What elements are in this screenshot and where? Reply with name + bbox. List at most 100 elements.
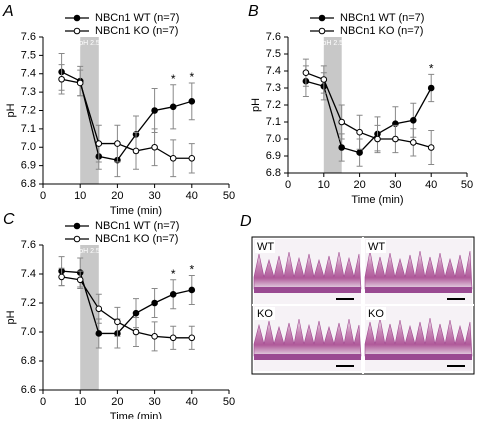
data-point	[320, 76, 328, 83]
data-point	[188, 334, 196, 342]
y-axis-label: pH	[250, 98, 262, 112]
y-tick-label: 7.6	[266, 31, 281, 43]
x-axis-label: Time (min)	[351, 194, 403, 206]
data-point	[356, 149, 363, 156]
data-point	[427, 84, 435, 92]
x-tick-label: 0	[285, 179, 291, 191]
x-tick-label: 40	[186, 190, 198, 202]
x-tick-label: 10	[74, 190, 86, 202]
data-point	[338, 118, 346, 126]
x-tick-label: 0	[40, 190, 46, 202]
acid-period	[323, 37, 342, 173]
data-point	[410, 117, 417, 124]
data-point	[151, 107, 158, 114]
data-point	[76, 79, 84, 87]
acid-period	[80, 245, 99, 390]
label-bg	[255, 240, 275, 253]
data-point	[356, 128, 363, 136]
image-label: KO	[368, 308, 384, 320]
data-point	[374, 135, 381, 143]
y-axis-label: pH	[5, 103, 17, 117]
x-tick-label: 30	[389, 179, 401, 191]
image-label: KO	[257, 308, 273, 320]
panel-letter: B	[248, 3, 259, 20]
legend-marker	[318, 27, 326, 35]
legend-marker	[73, 222, 81, 230]
x-tick-label: 20	[111, 396, 123, 408]
y-tick-label: 7.0	[21, 326, 36, 338]
significance: *	[189, 263, 194, 277]
y-tick-label: 6.8	[266, 167, 281, 179]
data-point	[114, 318, 121, 326]
data-point	[76, 276, 84, 284]
x-tick-label: 50	[223, 190, 235, 202]
submucosa	[254, 354, 361, 360]
data-point	[58, 273, 65, 281]
submucosa	[254, 287, 361, 293]
x-tick-label: 30	[148, 190, 160, 202]
data-point	[188, 154, 196, 162]
data-point	[132, 147, 140, 155]
y-tick-label: 6.8	[21, 355, 36, 367]
data-point	[58, 75, 65, 83]
data-point	[427, 144, 435, 151]
data-point	[95, 140, 103, 147]
x-axis-label: Time (min)	[110, 205, 162, 217]
y-tick-label: 7.0	[21, 141, 36, 153]
image-label: WT	[368, 241, 385, 253]
y-tick-label: 7.4	[21, 68, 36, 80]
data-point	[338, 144, 346, 151]
data-point	[410, 139, 417, 146]
acid-period	[80, 37, 99, 184]
legend-marker	[73, 27, 81, 35]
x-tick-label: 40	[186, 396, 198, 408]
panel-letter: D	[240, 213, 252, 230]
data-point	[169, 334, 177, 342]
x-axis-label: Time (min)	[110, 411, 162, 419]
shade-label: pH 2.5	[79, 40, 100, 47]
data-point	[169, 291, 177, 298]
y-tick-label: 7.6	[21, 239, 36, 251]
data-point	[151, 333, 158, 340]
y-tick-label: 6.9	[266, 150, 281, 162]
y-tick-label: 7.6	[21, 31, 36, 43]
legend-label: NBCn1 WT (n=7)	[95, 12, 179, 24]
y-tick-label: 7.3	[21, 86, 36, 98]
y-tick-label: 7.4	[21, 268, 36, 280]
legend-label: NBCn1 KO (n=7)	[95, 25, 178, 37]
data-point	[132, 309, 140, 317]
legend-marker	[318, 14, 326, 22]
y-tick-label: 7.0	[266, 133, 281, 145]
villi	[364, 250, 473, 290]
y-tick-label: 7.1	[21, 123, 36, 135]
label-bg	[366, 240, 386, 253]
villi	[253, 318, 362, 357]
x-tick-label: 50	[223, 396, 235, 408]
significance: *	[171, 72, 176, 86]
x-tick-label: 10	[74, 396, 86, 408]
data-point	[188, 98, 196, 105]
significance: *	[171, 267, 176, 281]
y-tick-label: 7.1	[266, 116, 281, 128]
legend-label: NBCn1 KO (n=7)	[95, 233, 178, 245]
legend-label: NBCn1 WT (n=7)	[340, 12, 424, 24]
legend-label: NBCn1 WT (n=7)	[95, 220, 179, 232]
data-point	[169, 103, 177, 111]
x-tick-label: 20	[353, 179, 365, 191]
y-tick-label: 6.6	[21, 384, 36, 396]
villi	[364, 317, 473, 357]
y-tick-label: 6.9	[21, 160, 36, 172]
significance: *	[189, 70, 194, 84]
y-tick-label: 7.3	[266, 82, 281, 94]
y-tick-label: 6.8	[21, 178, 36, 190]
y-axis-label: pH	[5, 310, 17, 324]
x-tick-label: 50	[461, 179, 473, 191]
y-tick-label: 7.5	[266, 48, 281, 60]
data-point	[188, 286, 196, 294]
x-tick-label: 0	[40, 396, 46, 408]
y-tick-label: 7.2	[21, 104, 36, 116]
panel-letter: A	[2, 3, 14, 20]
y-tick-label: 7.2	[266, 99, 281, 111]
legend-label: NBCn1 KO (n=7)	[340, 25, 423, 37]
